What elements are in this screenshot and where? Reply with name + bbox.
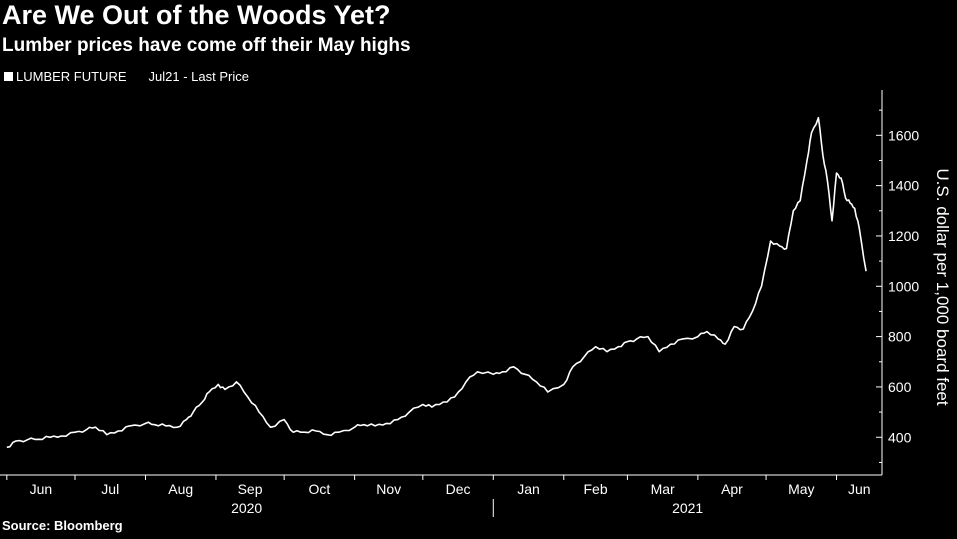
chart-title: Are We Out of the Woods Yet? bbox=[2, 0, 391, 30]
x-tick-label: Mar bbox=[651, 481, 675, 497]
year-label: 2020 bbox=[231, 500, 262, 516]
y-tick-label: 800 bbox=[888, 329, 912, 345]
x-tick-label: Nov bbox=[376, 481, 401, 497]
x-tick-label: Jun bbox=[848, 481, 871, 497]
x-tick-label: Sep bbox=[238, 481, 263, 497]
x-tick-label: Jun bbox=[30, 481, 53, 497]
x-tick-label: May bbox=[788, 481, 814, 497]
legend-security-label: LUMBER FUTURE bbox=[16, 69, 127, 84]
legend-swatch bbox=[4, 72, 13, 81]
x-tick-label: Aug bbox=[168, 481, 193, 497]
x-tick-label: Apr bbox=[721, 481, 743, 497]
y-tick-label: 600 bbox=[888, 379, 912, 395]
y-tick-label: 1600 bbox=[888, 127, 919, 143]
y-tick-label: 1000 bbox=[888, 278, 919, 294]
source-note: Source: Bloomberg bbox=[2, 518, 123, 533]
legend: LUMBER FUTURE Jul21 - Last Price bbox=[4, 69, 249, 84]
chart-subtitle: Lumber prices have come off their May hi… bbox=[2, 35, 411, 56]
x-tick-label: Dec bbox=[446, 481, 471, 497]
y-tick-label: 1400 bbox=[888, 178, 919, 194]
chart-ticks: 400 600 800 1000 1200 1400 1600 Jun Jul Aug Sep Oct… bbox=[6, 109, 919, 517]
chart-axes bbox=[0, 90, 883, 476]
x-tick-label: Feb bbox=[584, 481, 608, 497]
y-axis-label: U.S. dollar per 1,000 board feet bbox=[933, 168, 952, 405]
x-tick-label: Jan bbox=[517, 481, 540, 497]
y-tick-label: 1200 bbox=[888, 228, 919, 244]
y-tick-label: 400 bbox=[888, 429, 912, 445]
series-line-lumber-future bbox=[6, 116, 867, 449]
x-tick-label: Jul bbox=[101, 481, 119, 497]
legend-field-label: Jul21 - Last Price bbox=[148, 69, 249, 84]
year-label: 2021 bbox=[672, 500, 703, 516]
x-tick-label: Oct bbox=[308, 481, 330, 497]
